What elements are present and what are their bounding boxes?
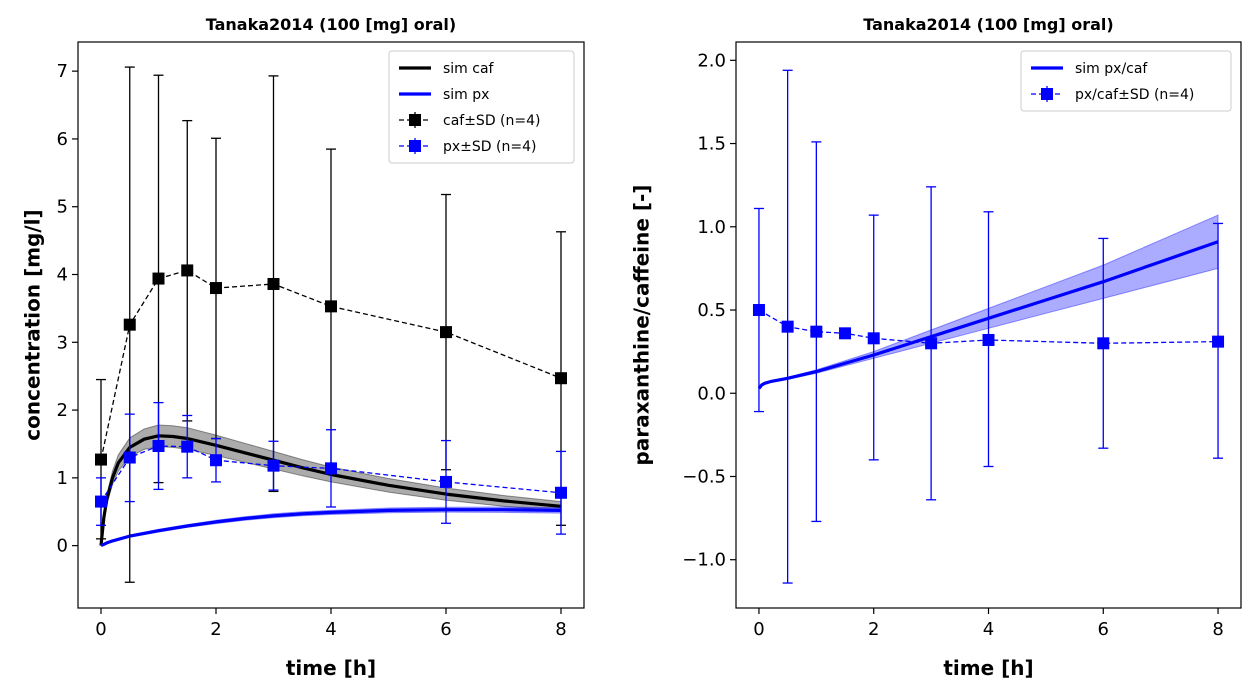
y-tick-label: 0 [57, 536, 68, 557]
data-point [325, 462, 337, 475]
x-tick-label: 6 [440, 619, 451, 640]
data-point [1097, 337, 1110, 350]
y-tick-label: 7 [57, 61, 68, 82]
y-tick-label: 4 [57, 265, 68, 286]
data-series-0 [752, 69, 1225, 584]
y-tick-label: 5 [57, 197, 68, 218]
chart-panel-concentration: 0 2 4 6 8 0 1 2 3 4 5 6 7 Tanaka2014 (100 [mg] oral) t… [21, 15, 585, 680]
y-tick-label: 6 [57, 129, 68, 150]
x-tick-label: 2 [210, 619, 221, 640]
plot-area [95, 66, 567, 583]
sim-line-1 [100, 508, 562, 548]
chart-panel-ratio: 0 2 4 6 8 −1.0 −0.5 0.0 0.5 1.0 1.5 2.0 Tanaka2014 (… [630, 15, 1242, 680]
plot-area [752, 69, 1225, 584]
data-point [123, 451, 136, 464]
legend-swatch-marker [409, 140, 421, 152]
y-tick-label: 1 [57, 468, 68, 489]
legend-label: px±SD (n=4) [443, 139, 536, 155]
legend-label: sim caf [443, 61, 495, 77]
data-point [925, 337, 938, 350]
x-axis-label: time [h] [286, 656, 376, 680]
data-point [555, 486, 567, 499]
data-point [152, 439, 165, 452]
x-tick-label: 0 [753, 619, 764, 640]
x-axis-label: time [h] [943, 656, 1033, 680]
x-tick-label: 0 [95, 619, 106, 640]
legend-box [1020, 50, 1232, 112]
data-point [781, 320, 794, 333]
x-tick-label: 6 [1098, 619, 1109, 640]
data-point [210, 282, 222, 295]
y-tick-label: 3 [57, 332, 68, 353]
data-point [267, 277, 280, 290]
legend-entry: px/caf±SD (n=4) [1031, 86, 1194, 103]
legend-entry: sim px/caf [1031, 61, 1148, 77]
legend-entry: sim caf [399, 61, 495, 77]
data-point [181, 264, 194, 277]
x-tick-label: 8 [555, 619, 566, 640]
data-point [752, 304, 765, 317]
legend-swatch-marker [1041, 88, 1053, 100]
data-point [267, 459, 280, 472]
legend-swatch-marker [409, 114, 421, 126]
y-tick-label: 1.0 [697, 217, 726, 238]
y-tick-label: 1.5 [697, 134, 726, 155]
legend-entry: px±SD (n=4) [399, 138, 536, 155]
y-axis-label: paraxanthine/caffeine [-] [630, 185, 654, 466]
y-tick-label: 0.5 [697, 300, 726, 321]
y-tick-label: 2.0 [697, 50, 726, 71]
legend-label: px/caf±SD (n=4) [1075, 87, 1194, 103]
data-point [210, 454, 222, 467]
legend-label: sim px/caf [1075, 61, 1148, 77]
x-tick-label: 4 [325, 619, 336, 640]
data-point [123, 318, 136, 331]
data-line [100, 269, 562, 460]
y-tick-label: −0.5 [682, 466, 726, 487]
data-point [95, 453, 107, 466]
data-point [181, 440, 194, 453]
data-point [440, 326, 452, 339]
x-tick-label: 8 [1212, 619, 1223, 640]
legend-label: sim px [443, 87, 489, 103]
legend-label: caf±SD (n=4) [443, 113, 541, 129]
chart-title: Tanaka2014 (100 [mg] oral) [863, 15, 1113, 34]
legend: sim caf sim px caf±SD (n=4) px±SD (n=4) [388, 50, 575, 164]
legend-entry: caf±SD (n=4) [399, 112, 541, 129]
x-tick-label: 2 [868, 619, 879, 640]
y-axis-label: concentration [mg/l] [21, 209, 45, 440]
data-point [555, 372, 567, 385]
data-series-1 [95, 401, 567, 535]
data-point [152, 272, 165, 285]
data-point [867, 332, 880, 345]
data-point [839, 327, 852, 340]
data-point [1212, 335, 1225, 348]
data-point [982, 333, 995, 346]
x-tick-label: 4 [983, 619, 994, 640]
data-point [810, 325, 823, 338]
y-tick-label: 0.0 [697, 383, 726, 404]
data-point [440, 475, 452, 488]
data-point [325, 300, 337, 313]
y-tick-label: 2 [57, 400, 68, 421]
legend-entry: sim px [399, 87, 489, 103]
chart-title: Tanaka2014 (100 [mg] oral) [206, 15, 456, 34]
legend-box [388, 50, 575, 164]
y-tick-label: −1.0 [682, 550, 726, 571]
data-point [95, 495, 107, 508]
legend: sim px/caf px/caf±SD (n=4) [1020, 50, 1232, 112]
